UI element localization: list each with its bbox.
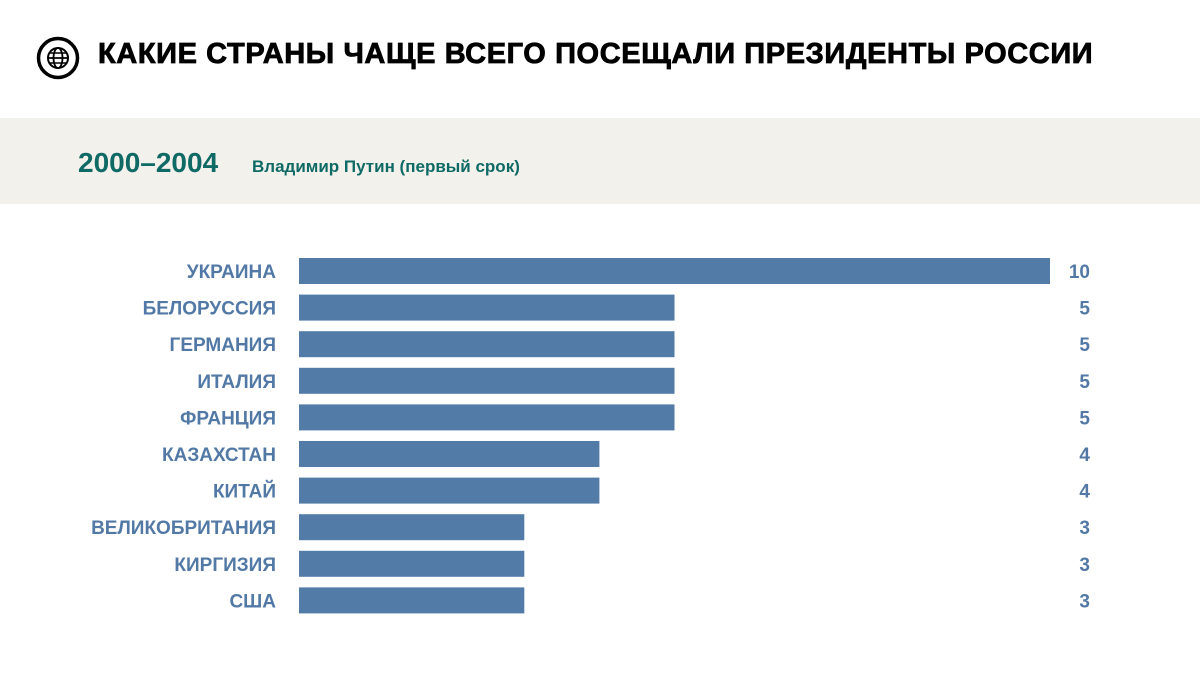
- period-years: 2000–2004: [78, 147, 219, 178]
- category-label: УКРАИНА: [187, 262, 277, 283]
- value-label: 5: [1079, 408, 1090, 429]
- category-label: ГЕРМАНИЯ: [170, 335, 276, 356]
- category-label: БЕЛОРУССИЯ: [143, 299, 276, 320]
- category-label: ВЕЛИКОБРИТАНИЯ: [91, 518, 276, 539]
- bar: [299, 587, 525, 614]
- category-label: ИТАЛИЯ: [197, 372, 276, 393]
- header: КАКИЕ СТРАНЫ ЧАЩЕ ВСЕГО ПОСЕЩАЛИ ПРЕЗИДЕ…: [0, 0, 1200, 118]
- bar: [299, 294, 675, 321]
- page-title: КАКИЕ СТРАНЫ ЧАЩЕ ВСЕГО ПОСЕЩАЛИ ПРЕЗИДЕ…: [98, 38, 1094, 71]
- period-subtitle: Владимир Путин (первый срок): [252, 157, 520, 176]
- value-label: 4: [1079, 445, 1090, 466]
- category-label: США: [229, 591, 276, 612]
- period-band: [0, 118, 1200, 204]
- value-label: 5: [1079, 335, 1090, 356]
- globe-icon: [36, 36, 80, 80]
- bar: [299, 331, 675, 358]
- value-label: 10: [1069, 262, 1090, 283]
- value-label: 4: [1079, 482, 1090, 503]
- bar: [299, 441, 600, 467]
- value-label: 3: [1079, 591, 1090, 612]
- bar: [299, 367, 675, 394]
- category-label: ФРАНЦИЯ: [180, 408, 276, 429]
- bar: [299, 514, 525, 541]
- bar-chart: УКРАИНА 10 БЕЛОРУССИЯ 5 ГЕРМАНИЯ 5 ИТАЛИЯ 5 ФРАН…: [91, 258, 1090, 614]
- value-label: 3: [1079, 555, 1090, 576]
- value-label: 3: [1079, 518, 1090, 539]
- category-label: КИТАЙ: [213, 481, 276, 503]
- bar: [299, 258, 1050, 284]
- category-label: КИРГИЗИЯ: [174, 555, 276, 576]
- value-label: 5: [1079, 372, 1090, 393]
- bar: [299, 477, 600, 504]
- bar: [299, 550, 525, 577]
- value-label: 5: [1079, 299, 1090, 320]
- bar: [299, 404, 675, 431]
- category-label: КАЗАХСТАН: [162, 445, 276, 466]
